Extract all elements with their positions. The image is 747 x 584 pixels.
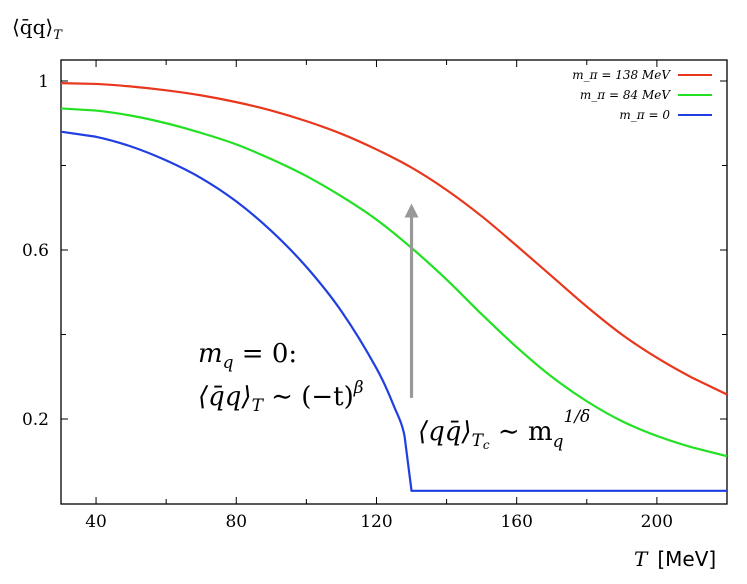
annotation-mq-rest: = 0: xyxy=(234,339,298,369)
ticks: 40 80 120 160 200 1 0.6 0.2 xyxy=(22,60,727,532)
x-tick-label-40: 40 xyxy=(85,512,107,532)
annotation-mq-m: m xyxy=(198,339,223,369)
arrow xyxy=(404,203,419,398)
annotation-mq-zero: mq = 0: xyxy=(198,339,297,373)
legend-entry-mpi-138: m_π = 138 MeV xyxy=(572,68,712,82)
legend-entry-mpi-0-label: m_π = 0 xyxy=(619,108,670,122)
x-axis-title: T [MeV] xyxy=(634,547,716,571)
x-tick-label-120: 120 xyxy=(360,512,392,532)
series-line-mpi-0 xyxy=(60,130,727,492)
legend-entry-mpi-84: m_π = 84 MeV xyxy=(580,88,712,102)
annotation-scaling-sub: T xyxy=(252,396,265,416)
y-tick-label-0.2: 0.2 xyxy=(22,410,49,430)
legend-entry-mpi-0: m_π = 0 xyxy=(619,108,712,122)
annotation-scaling-exp: β xyxy=(353,378,364,398)
x-axis-title-main: T xyxy=(634,547,649,571)
annotation-scaling-rhs: ∼ (−t) xyxy=(263,382,354,412)
series-line-mpi-138 xyxy=(60,82,728,396)
annotation-scaling-lhs: ⟨q̄q⟩ xyxy=(198,382,252,412)
arrow-head xyxy=(404,203,419,218)
annotation-tc-msub: q xyxy=(553,432,564,452)
y-tick-label-1: 1 xyxy=(38,72,49,92)
annotation-mq-sub: q xyxy=(223,353,234,373)
x-tick-label-160: 160 xyxy=(500,512,532,532)
annotation-tc-rhs: ∼ m xyxy=(490,417,553,447)
legend-entry-mpi-138-label: m_π = 138 MeV xyxy=(572,68,671,82)
y-axis-title-main: ⟨q̄q⟩ xyxy=(12,15,53,39)
plot-frame xyxy=(60,59,728,505)
y-axis-title: ⟨q̄q⟩T xyxy=(12,15,63,43)
y-tick-label-0.6: 0.6 xyxy=(22,241,49,261)
annotation-tc: ⟨qq̄⟩Tc ∼ mq1/δ xyxy=(418,407,590,452)
legend-entry-mpi-84-label: m_π = 84 MeV xyxy=(580,88,671,102)
x-axis-unit: [MeV] xyxy=(657,547,716,571)
x-tick-label-200: 200 xyxy=(641,512,673,532)
annotation-tc-sub: T xyxy=(472,431,485,451)
series-line-mpi-84 xyxy=(60,107,728,458)
series-layer xyxy=(60,82,728,492)
y-axis-title-sub: T xyxy=(53,28,63,43)
annotation-scaling: ⟨q̄q⟩T ∼ (−t)β xyxy=(198,378,364,416)
annotation-tc-exp: 1/δ xyxy=(564,407,591,427)
annotation-tc-lhs: ⟨qq̄⟩ xyxy=(418,417,472,447)
annotation-tc-subsub: c xyxy=(483,438,490,452)
x-tick-label-80: 80 xyxy=(225,512,247,532)
legend: m_π = 138 MeV m_π = 84 MeV m_π = 0 xyxy=(572,68,712,122)
